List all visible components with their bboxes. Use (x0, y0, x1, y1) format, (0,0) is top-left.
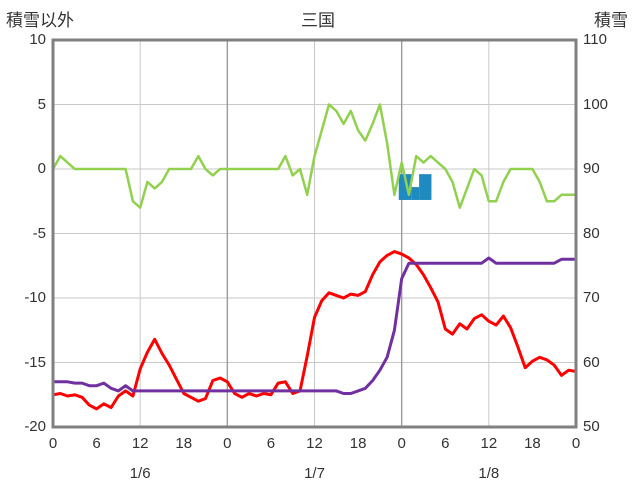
left-axis-title: 積雪以外 (6, 11, 74, 30)
right-axis-tick: 110 (583, 31, 607, 48)
chart-title: 三国 (301, 11, 335, 30)
right-axis-tick: 60 (583, 353, 600, 371)
x-axis-hour-tick: 0 (571, 435, 581, 452)
left-axis-tick: -20 (24, 418, 46, 435)
left-axis-tick: -10 (24, 289, 46, 306)
x-axis-hour-tick: 18 (524, 435, 541, 452)
x-axis-hour-tick: 6 (441, 435, 450, 452)
x-axis-day-label: 1/6 (129, 465, 151, 482)
plot-frame (51, 38, 578, 429)
left-axis-tick: 10 (29, 31, 46, 48)
x-axis-hour-tick: 12 (131, 435, 149, 452)
left-axis-tick: -15 (24, 353, 46, 371)
right-axis-tick: 70 (583, 289, 600, 306)
purple-line (51, 256, 578, 395)
left-axis-tick: -5 (32, 224, 46, 242)
x-axis-hour-tick: 18 (349, 435, 367, 452)
x-axis-hour-tick: 0 (223, 435, 232, 452)
green-line (51, 103, 578, 209)
x-axis-hour-tick: 0 (48, 435, 58, 452)
red-line (51, 250, 578, 411)
x-axis-hour-tick: 12 (306, 435, 323, 452)
blue-bars (411, 187, 420, 200)
right-axis-tick: 100 (583, 95, 609, 113)
right-axis-tick: 50 (583, 418, 600, 435)
x-axis-hour-tick: 6 (92, 435, 101, 452)
left-axis-tick: 0 (37, 160, 46, 177)
x-axis-hour-tick: 0 (397, 435, 406, 452)
right-axis-title: 積雪 (594, 11, 628, 30)
blue-bars (419, 174, 432, 200)
left-axis-tick: 5 (37, 95, 46, 113)
right-axis-tick: 80 (583, 224, 600, 242)
x-axis-hour-tick: 12 (480, 435, 498, 452)
x-axis-hour-tick: 18 (175, 435, 193, 452)
x-axis-hour-tick: 6 (266, 435, 276, 452)
right-axis-tick: 90 (583, 160, 600, 177)
x-axis-day-label: 1/8 (478, 465, 500, 482)
x-axis-day-label: 1/7 (304, 465, 325, 482)
